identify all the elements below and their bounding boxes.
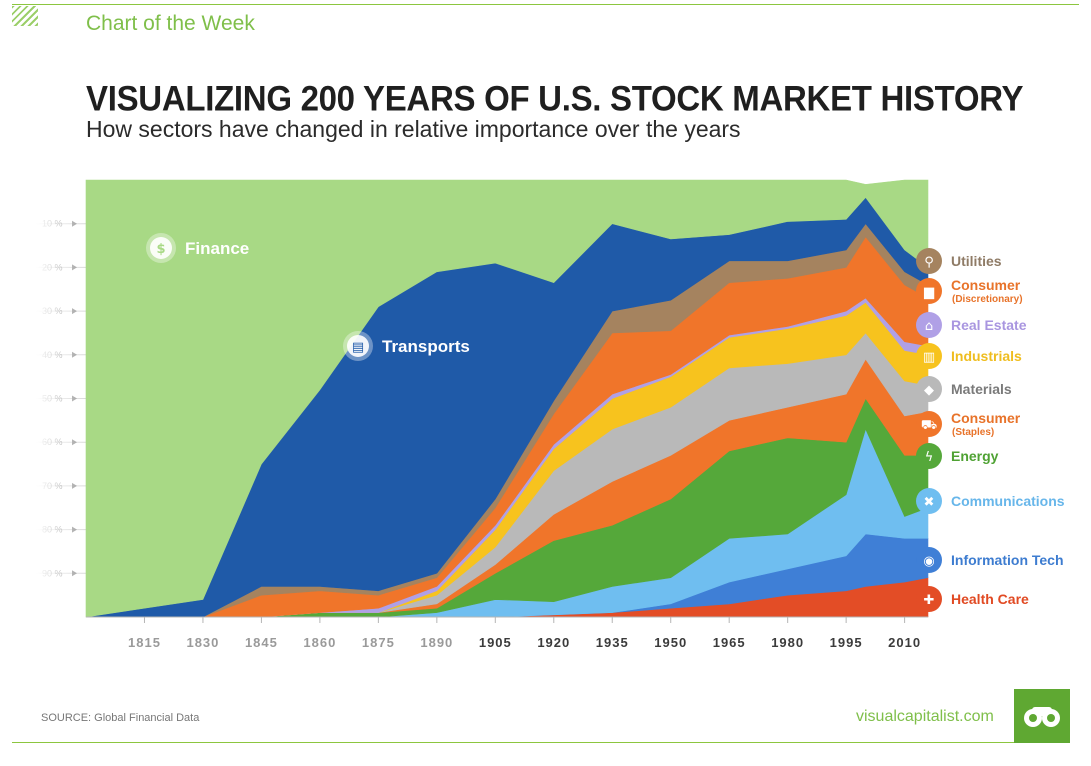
building-icon	[916, 312, 942, 338]
x-tick-label: 1830	[186, 635, 219, 650]
legend-item-industrials: ▥ Industrials	[916, 343, 1022, 369]
svg-text:$: $	[156, 242, 165, 257]
stacked-area-chart: 10 %20 %30 %40 %50 %60 %70 %80 %90 % $Fi…	[36, 179, 1065, 650]
x-tick-label: 1965	[713, 635, 746, 650]
legend-item-utilities: ⚲ Utilities	[916, 248, 1002, 274]
cart-icon	[916, 411, 942, 437]
source-note: SOURCE: Global Financial Data	[41, 712, 200, 724]
legend-label: Health Care	[951, 591, 1029, 607]
legend-label: Consumer	[951, 277, 1021, 293]
x-tick-label: 1845	[245, 635, 278, 650]
x-tick-label: 1935	[596, 635, 629, 650]
legend-item-energy: ϟ Energy	[916, 443, 999, 469]
legend-label: Information Tech	[951, 552, 1064, 568]
svg-text:◉: ◉	[923, 554, 934, 569]
svg-text:▤: ▤	[352, 340, 364, 355]
bolt-icon	[916, 443, 942, 469]
legend-item-consumer-staples: ⛟ Consumer(Staples)	[916, 410, 1021, 438]
legend-item-consumer-discretionary: ▆ Consumer(Discretionary)	[916, 277, 1023, 305]
legend-sublabel: (Staples)	[952, 427, 994, 438]
x-tick-label: 1875	[362, 635, 395, 650]
legend-item-real-estate: ⌂ Real Estate	[916, 312, 1027, 338]
legend-item-communications: ✖ Communications	[916, 488, 1065, 514]
faucet-icon	[916, 248, 942, 274]
left-fade	[36, 180, 86, 617]
legend-label: Energy	[951, 448, 999, 464]
chart-title: VISUALIZING 200 YEARS OF U.S. STOCK MARK…	[86, 78, 1024, 118]
legend-label: Industrials	[951, 348, 1022, 364]
direct-label-text: Transports	[382, 337, 470, 356]
x-tick-label: 1890	[420, 635, 453, 650]
x-tick-label: 1860	[303, 635, 336, 650]
top-rule	[12, 4, 1079, 5]
x-tick-label: 1920	[537, 635, 570, 650]
legend-label: Utilities	[951, 253, 1002, 269]
svg-text:✖: ✖	[924, 495, 935, 510]
svg-text:⌂: ⌂	[925, 319, 933, 334]
svg-text:⛟: ⛟	[921, 418, 937, 433]
legend-label: Communications	[951, 493, 1065, 509]
svg-text:✚: ✚	[924, 593, 935, 608]
x-tick-label: 2010	[888, 635, 921, 650]
eyebrow-label: Chart of the Week	[86, 12, 255, 35]
x-tick-label: 1905	[479, 635, 512, 650]
satellite-icon	[916, 488, 942, 514]
x-axis: 1815 1830 1845 1860 1875 1890 1905 1920 1935 1950…	[86, 616, 928, 650]
x-tick-label: 1815	[128, 635, 161, 650]
brand-link[interactable]: visualcapitalist.com	[856, 708, 994, 725]
bottom-rule	[12, 742, 1014, 743]
brand-logo[interactable]	[1014, 689, 1070, 743]
legend-sublabel: (Discretionary)	[952, 294, 1023, 305]
chart-subtitle: How sectors have changed in relative imp…	[86, 116, 741, 142]
direct-label-text: Finance	[185, 239, 249, 258]
factory-icon	[916, 343, 942, 369]
legend-item-health-care: ✚ Health Care	[916, 586, 1029, 612]
svg-text:▥: ▥	[923, 350, 935, 365]
svg-text:⚲: ⚲	[924, 255, 934, 270]
x-tick-label: 1995	[830, 635, 863, 650]
legend-label: Materials	[951, 381, 1012, 397]
binoculars-icon	[1024, 707, 1060, 727]
legend-item-information-tech: ◉ Information Tech	[916, 547, 1064, 573]
x-tick-label: 1980	[771, 635, 804, 650]
svg-text:▆: ▆	[923, 285, 935, 300]
svg-text:ϟ: ϟ	[925, 450, 934, 465]
legend-item-materials: ◆ Materials	[916, 376, 1012, 402]
cross-icon	[916, 586, 942, 612]
direct-label-finance: $ Finance	[146, 233, 249, 263]
corner-hatch	[12, 6, 38, 26]
diamond-icon	[916, 376, 942, 402]
direct-labels: $ Finance ▤ Transports	[146, 233, 470, 361]
legend-label: Real Estate	[951, 317, 1027, 333]
chip-icon	[916, 547, 942, 573]
legend: ⚲ Utilities▆ Consumer(Discretionary)⌂ Real …	[916, 248, 1065, 612]
x-tick-label: 1950	[654, 635, 687, 650]
shopping-bag-icon	[916, 278, 942, 304]
direct-label-transports: ▤ Transports	[343, 331, 470, 361]
legend-label: Consumer	[951, 410, 1021, 426]
svg-text:◆: ◆	[924, 383, 934, 398]
